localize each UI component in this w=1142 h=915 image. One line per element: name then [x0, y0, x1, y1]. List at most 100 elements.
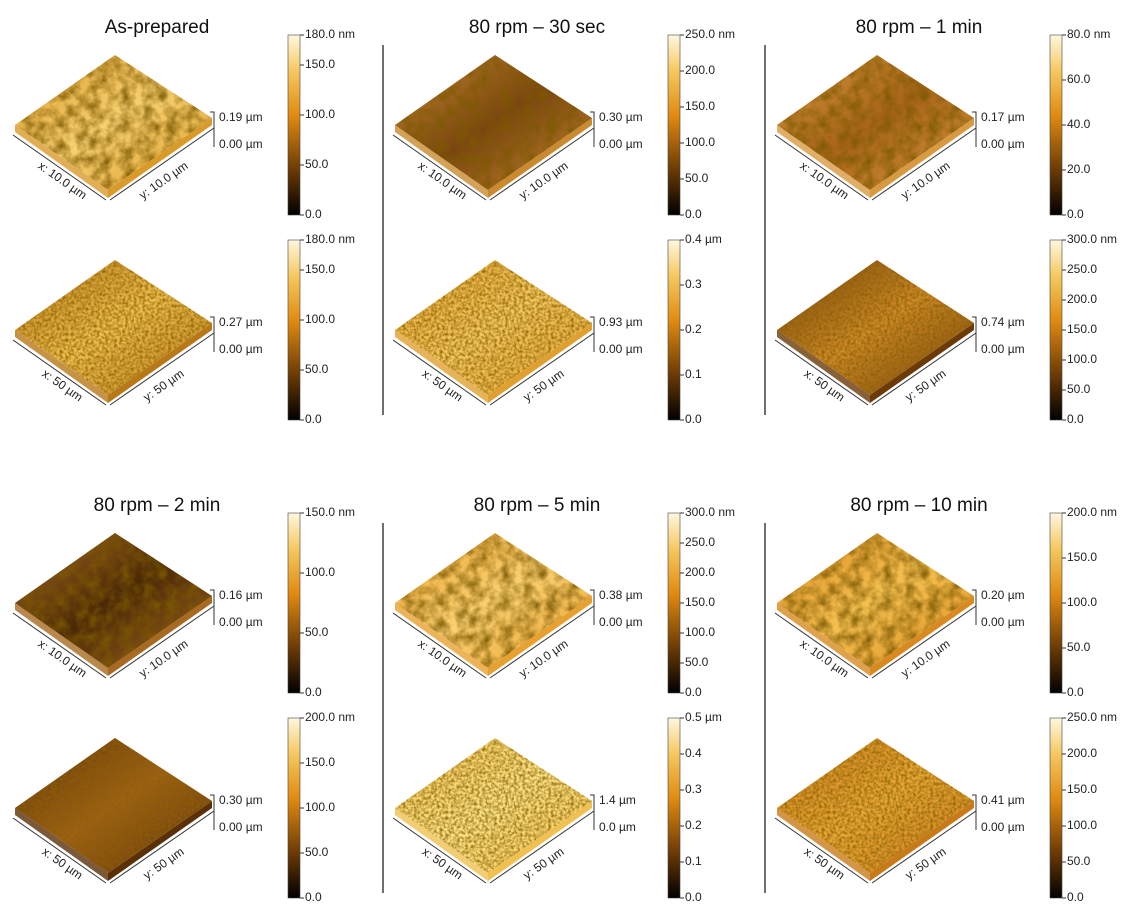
afm-plot: x: 10.0 µm y: 10.0 µm0.30 µm0.00 µm250.0 … [392, 27, 735, 221]
x-axis-line [774, 612, 869, 679]
z-scale [590, 794, 595, 830]
colorbar-tick-label: 0.0 [685, 412, 702, 426]
colorbar-tick-label: 0.1 [685, 367, 702, 381]
surface-texture [777, 260, 974, 395]
z-top-label: 0.19 µm [219, 110, 263, 124]
colorbar-tick-label: 0.4 µm [685, 232, 722, 246]
z-top-label: 0.17 µm [981, 110, 1025, 124]
colorbar-tick-label: 50.0 [685, 171, 709, 185]
colorbar-tick-label: 100.0 [305, 565, 335, 579]
colorbar-tick-label: 0.0 [305, 412, 322, 426]
colorbar-tick-label: 100.0 [1067, 352, 1097, 366]
surface-side [15, 603, 108, 676]
z-bottom-label: 0.00 µm [981, 342, 1025, 356]
y-axis-line [109, 127, 215, 201]
colorbar-tick-label: 50.0 [305, 362, 329, 376]
colorbar-tick-label: 50.0 [1067, 854, 1091, 868]
colorbar-tick-label: 0.0 [685, 890, 702, 904]
colorbar-tick-label: 0.2 [685, 818, 702, 832]
z-top-label: 1.4 µm [599, 793, 636, 807]
colorbar [287, 512, 301, 694]
afm-plot: x: 10.0 µm y: 10.0 µm0.20 µm0.00 µm200.0 … [774, 505, 1117, 699]
colorbar-tick-label: 150.0 [685, 595, 715, 609]
surface-texture [15, 533, 212, 668]
z-bottom-label: 0.00 µm [981, 615, 1025, 629]
x-axis-line [12, 612, 107, 679]
surface-side [777, 603, 870, 676]
z-bottom-label: 0.00 µm [981, 820, 1025, 834]
surface-texture [777, 55, 974, 190]
colorbar-tick-label: 100.0 [305, 312, 335, 326]
surface-texture [395, 55, 592, 190]
panel-title: 80 rpm – 5 min [474, 495, 601, 516]
surface-side [488, 118, 592, 198]
colorbar [667, 717, 681, 899]
surface-side [777, 125, 870, 198]
colorbar-tick-label: 180.0 nm [305, 27, 355, 41]
colorbar-tick-label: 0.0 [685, 685, 702, 699]
colorbar-tick-label: 0.3 [685, 277, 702, 291]
colorbar [667, 512, 681, 694]
panel-title: 80 rpm – 30 sec [469, 17, 605, 38]
z-bottom-label: 0.00 µm [981, 137, 1025, 151]
z-scale [210, 111, 215, 147]
y-axis-line [109, 810, 215, 884]
panel-title: 80 rpm – 10 min [850, 495, 987, 516]
colorbar [1049, 34, 1063, 216]
surface-side [395, 603, 488, 676]
z-top-label: 0.27 µm [219, 315, 263, 329]
colorbar-tick-label: 200.0 nm [1067, 505, 1117, 519]
z-top-label: 0.30 µm [599, 110, 643, 124]
colorbar-tick-label: 100.0 [685, 625, 715, 639]
colorbar-tick-label: 250.0 nm [1067, 710, 1117, 724]
colorbar-tick-label: 0.1 [685, 854, 702, 868]
surface-side [870, 323, 974, 403]
y-axis-line [871, 332, 977, 406]
x-axis-line [392, 134, 487, 201]
colorbar-tick-label: 250.0 [1067, 262, 1097, 276]
colorbar [1049, 512, 1063, 694]
colorbar-tick-label: 150.0 [1067, 782, 1097, 796]
z-bottom-label: 0.00 µm [599, 342, 643, 356]
x-axis-line [392, 339, 487, 406]
surface-side [395, 808, 488, 881]
colorbar [667, 239, 681, 421]
colorbar-tick-label: 250.0 nm [685, 27, 735, 41]
colorbar [667, 34, 681, 216]
colorbar-tick-label: 200.0 [685, 565, 715, 579]
colorbar-tick-label: 0.0 [305, 685, 322, 699]
colorbar-tick-label: 50.0 [305, 625, 329, 639]
surface-side [108, 801, 212, 881]
colorbar-tick-label: 200.0 nm [305, 710, 355, 724]
z-scale [210, 316, 215, 352]
colorbar-tick-label: 100.0 [1067, 595, 1097, 609]
colorbar-tick-label: 50.0 [1067, 640, 1091, 654]
surface-side [870, 801, 974, 881]
x-axis-line [774, 817, 869, 884]
colorbar-tick-label: 100.0 [1067, 818, 1097, 832]
colorbar-tick-label: 0.5 µm [685, 710, 722, 724]
surface-texture [395, 260, 592, 395]
z-scale [972, 589, 977, 625]
x-axis-line [774, 339, 869, 406]
colorbar-tick-label: 80.0 nm [1067, 27, 1110, 41]
afm-plot: x: 50 µm y: 50 µm1.4 µm0.0 µm0.5 µm0.40.3… [392, 710, 722, 904]
surface-texture [395, 533, 592, 668]
colorbar-tick-label: 150.0 [305, 262, 335, 276]
colorbar-tick-label: 60.0 [1067, 72, 1091, 86]
z-scale [972, 794, 977, 830]
x-axis-line [392, 612, 487, 679]
z-scale [590, 589, 595, 625]
colorbar-tick-label: 150.0 [1067, 550, 1097, 564]
colorbar [1049, 239, 1063, 421]
colorbar-tick-label: 100.0 [685, 135, 715, 149]
colorbar-tick-label: 0.0 [1067, 890, 1084, 904]
